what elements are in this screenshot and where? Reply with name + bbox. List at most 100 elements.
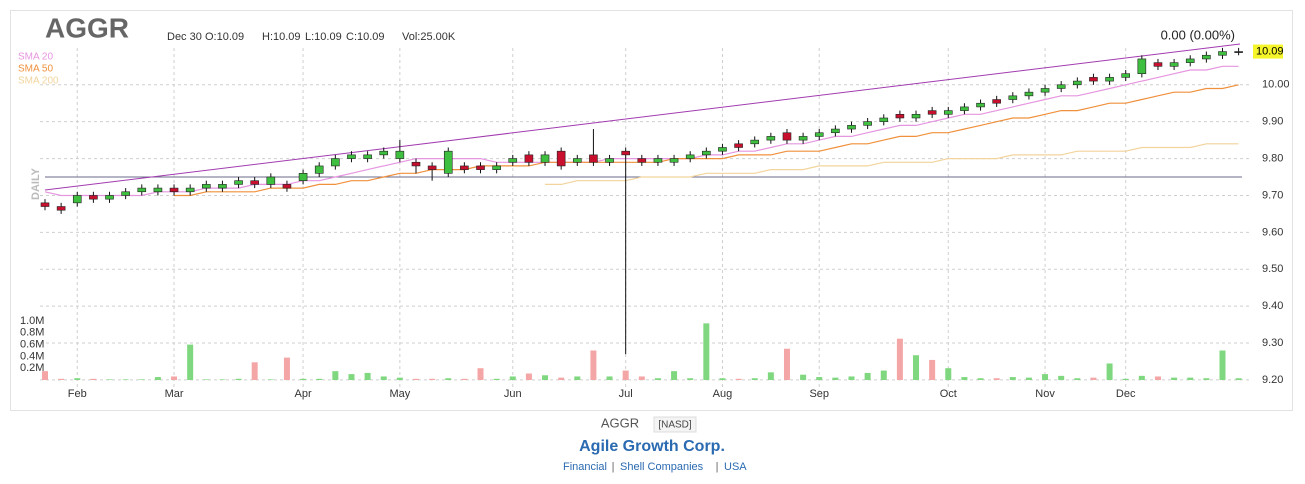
volume-bar — [509, 376, 516, 380]
separator: | — [612, 461, 615, 473]
sma-legend: SMA 50 — [18, 64, 53, 75]
candle-body — [460, 165, 469, 170]
volume-bar — [412, 378, 419, 380]
y-tick-label: 9.50 — [1262, 263, 1283, 275]
volume-bar — [993, 378, 1000, 380]
volume-bar — [1042, 374, 1049, 380]
volume-tick-label: 0.6M — [20, 339, 44, 351]
y-tick-label: 9.80 — [1262, 152, 1283, 164]
low-label: L:10.09 — [305, 31, 342, 43]
candle-body — [1218, 51, 1227, 56]
candle-body — [750, 139, 760, 145]
candle-body — [831, 128, 840, 134]
candle-body — [1169, 62, 1179, 67]
candle-body — [363, 154, 372, 159]
volume-bar — [1203, 378, 1210, 380]
candle-body — [1234, 51, 1243, 53]
last-price-box — [1253, 44, 1283, 59]
volume-bar — [364, 372, 371, 380]
change: 0.00 (0.00%) — [1161, 27, 1235, 42]
volume-bar — [445, 378, 452, 380]
candle-body — [702, 150, 711, 156]
open-label: O:10.09 — [205, 31, 244, 43]
volume-bar — [832, 377, 839, 380]
volume-bar — [203, 379, 210, 380]
candle-body — [798, 136, 808, 141]
candle-body — [669, 158, 679, 163]
candle-body — [476, 165, 485, 170]
country-link[interactable]: USA — [724, 461, 747, 473]
volume-bar — [251, 362, 258, 380]
candle-body — [1202, 54, 1211, 60]
volume-bar — [1025, 377, 1032, 380]
candle-body — [911, 113, 921, 119]
candle-body — [282, 184, 292, 189]
candle-body — [1073, 80, 1082, 86]
exchange: [NASD] — [658, 420, 692, 431]
volume-bar — [267, 379, 274, 380]
candle-body — [153, 187, 163, 193]
x-tick-label: Sep — [809, 388, 829, 400]
volume-bar — [316, 378, 323, 380]
sma-legend: SMA 200 — [18, 76, 59, 87]
volume-bar — [590, 350, 597, 380]
volume-bar — [622, 370, 629, 380]
candle-body — [202, 184, 211, 189]
volume-bar — [461, 378, 468, 380]
high-label: H:10.09 — [262, 31, 301, 43]
sector-link[interactable]: Financial — [563, 461, 607, 473]
candle-body — [863, 121, 872, 126]
y-tick-label: 9.40 — [1262, 300, 1283, 312]
volume-bar — [1106, 363, 1113, 380]
y-tick-label: 9.30 — [1262, 337, 1283, 349]
y-tick-label: 9.60 — [1262, 226, 1283, 238]
volume-bar — [283, 357, 290, 380]
x-tick-label: Jun — [504, 388, 522, 400]
candle-body — [524, 154, 534, 163]
candle-body — [556, 150, 566, 167]
candle-body — [427, 165, 437, 170]
candle-body — [879, 117, 889, 122]
candle-body — [105, 195, 114, 200]
x-tick-label: Aug — [713, 388, 733, 400]
volume-bar — [848, 376, 855, 380]
candle-body — [1008, 95, 1018, 100]
date: Dec 30 — [167, 31, 202, 43]
volume-bar — [945, 368, 952, 380]
volume-bar — [1090, 377, 1097, 380]
candle-body — [443, 150, 453, 174]
candle-body — [943, 110, 953, 115]
candle-body — [782, 132, 792, 141]
industry-link[interactable]: Shell Companies — [620, 461, 704, 473]
candle-body — [572, 158, 582, 163]
volume-bar — [396, 377, 403, 380]
volume-bar — [235, 378, 242, 380]
volume-bar — [1187, 377, 1194, 380]
candle-body — [347, 154, 356, 159]
candle-body — [814, 132, 824, 137]
chart-frame — [10, 10, 1293, 411]
volume-bar — [961, 377, 968, 380]
candle-body — [1056, 84, 1066, 89]
volume-bar — [719, 378, 726, 380]
volume-bar — [1138, 375, 1145, 380]
volume-bar — [929, 359, 936, 380]
volume-tick-label: 0.4M — [20, 350, 44, 362]
footer-ticker: AGGR — [601, 415, 639, 430]
company-name[interactable]: Agile Growth Corp. — [579, 438, 725, 455]
volume-bar — [525, 373, 532, 380]
candle-body — [1121, 73, 1131, 78]
grid — [40, 48, 1250, 391]
volume-bar — [913, 355, 920, 380]
candle-body — [1024, 91, 1034, 97]
candle-body — [1040, 88, 1050, 93]
volume-bar — [542, 375, 549, 380]
plot-area — [40, 47, 1243, 380]
candle-body — [685, 154, 695, 159]
exchange-box — [653, 416, 697, 433]
volume-bar — [1058, 375, 1065, 380]
candle-body — [1137, 58, 1147, 75]
candle-body — [379, 150, 389, 156]
candle-body — [121, 191, 130, 196]
candle-body — [137, 187, 147, 193]
